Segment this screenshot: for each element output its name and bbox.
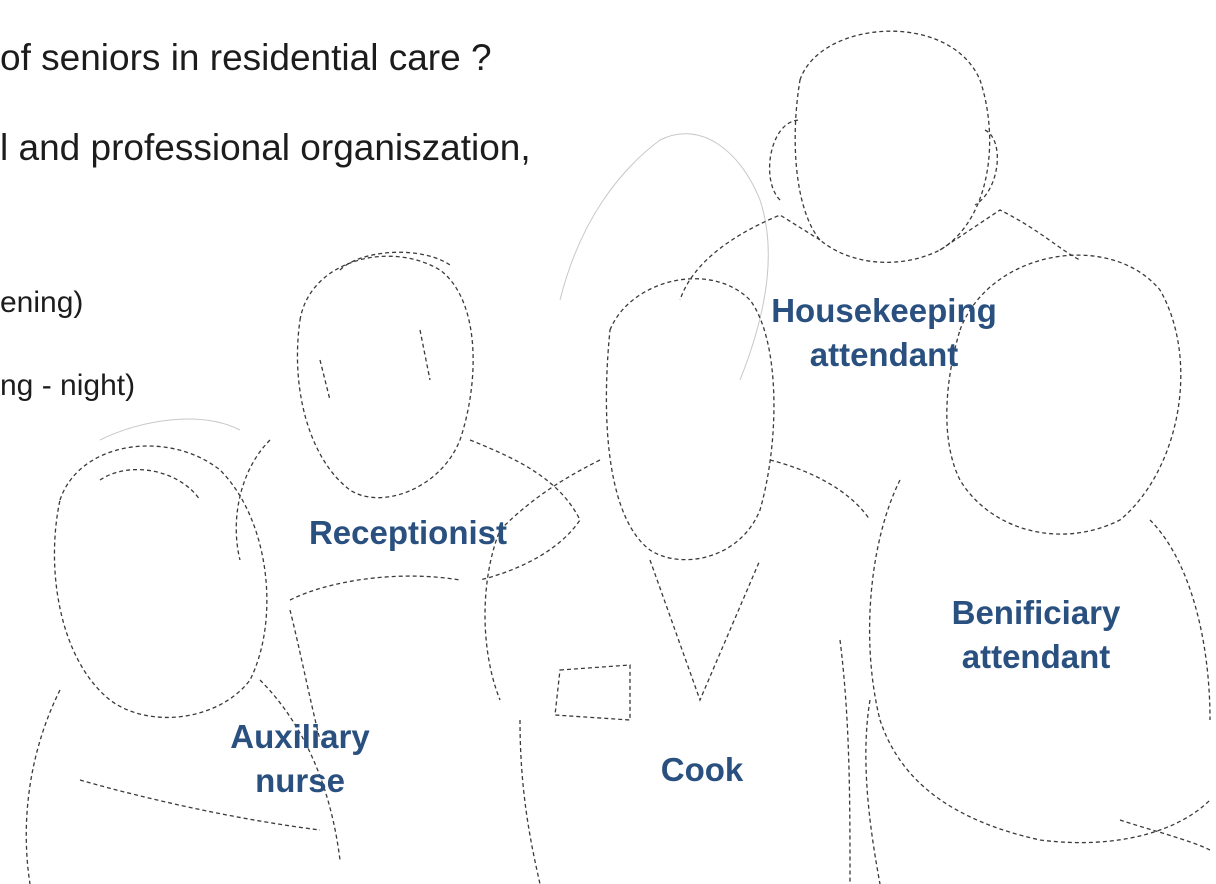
role-label: Cook xyxy=(661,751,744,788)
text-line: l and professional organiszation, xyxy=(0,127,531,168)
role-label: Receptionist xyxy=(309,514,507,551)
role-label: attendant xyxy=(810,336,959,373)
role-label: Benificiary xyxy=(952,594,1121,631)
role-labels: Housekeeping attendant Receptionist Benific… xyxy=(230,292,1121,799)
page: {"slide": { "text_lines": [ "of seniors … xyxy=(0,0,1216,884)
role-label: attendant xyxy=(962,638,1111,675)
text-line: ening) xyxy=(0,286,83,319)
role-label: Housekeeping xyxy=(771,292,997,329)
role-label: nurse xyxy=(255,762,345,799)
role-label: Auxiliary xyxy=(230,718,370,755)
text-line: of seniors in residential care ? xyxy=(0,37,492,78)
text-line: ng - night) xyxy=(0,369,135,402)
text-block: of seniors in residential care ? l and pr… xyxy=(0,37,531,402)
slide: of seniors in residential care ? l and pr… xyxy=(0,0,1216,884)
